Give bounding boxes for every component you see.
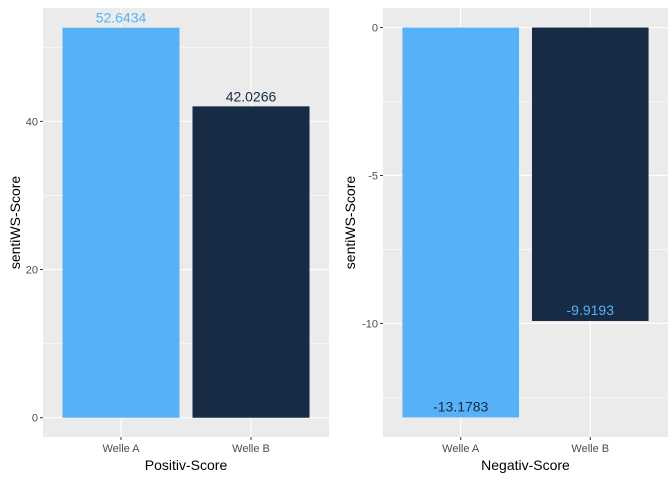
bar-welle-a <box>402 27 520 418</box>
x-tick-label: Welle A <box>102 443 140 455</box>
y-axis-title: sentiWS-Score <box>342 176 358 270</box>
bar-value-label: 42.0266 <box>226 88 277 104</box>
bar-welle-a <box>62 27 180 418</box>
x-tick-label: Welle B <box>232 443 270 455</box>
x-tick-label: Welle B <box>571 443 609 455</box>
y-tick-label: -5 <box>368 170 378 182</box>
bar-welle-b <box>531 27 649 322</box>
x-axis-title: Positiv-Score <box>145 457 228 473</box>
bar-value-label: -13.1783 <box>433 398 488 414</box>
y-tick-label: 40 <box>26 116 38 128</box>
y-tick-label: -10 <box>362 318 378 330</box>
panel-positiv: 52.6434 42.0266 0 20 40 Welle A Welle B Positiv… <box>7 8 329 473</box>
bar-value-label: -9.9193 <box>567 302 615 318</box>
x-axis-title: Negativ-Score <box>481 457 570 473</box>
x-tick-label: Welle A <box>442 443 480 455</box>
y-tick-label: 0 <box>372 23 378 35</box>
y-tick-label: 0 <box>32 413 38 425</box>
y-axis-title: sentiWS-Score <box>7 176 23 270</box>
bar-welle-b <box>192 106 310 418</box>
panel-negativ: -13.1783 -9.9193 -10 -5 0 Welle A Welle BNegat… <box>342 8 668 473</box>
bar-value-label: 52.6434 <box>96 10 147 26</box>
y-tick-label: 20 <box>26 265 38 277</box>
